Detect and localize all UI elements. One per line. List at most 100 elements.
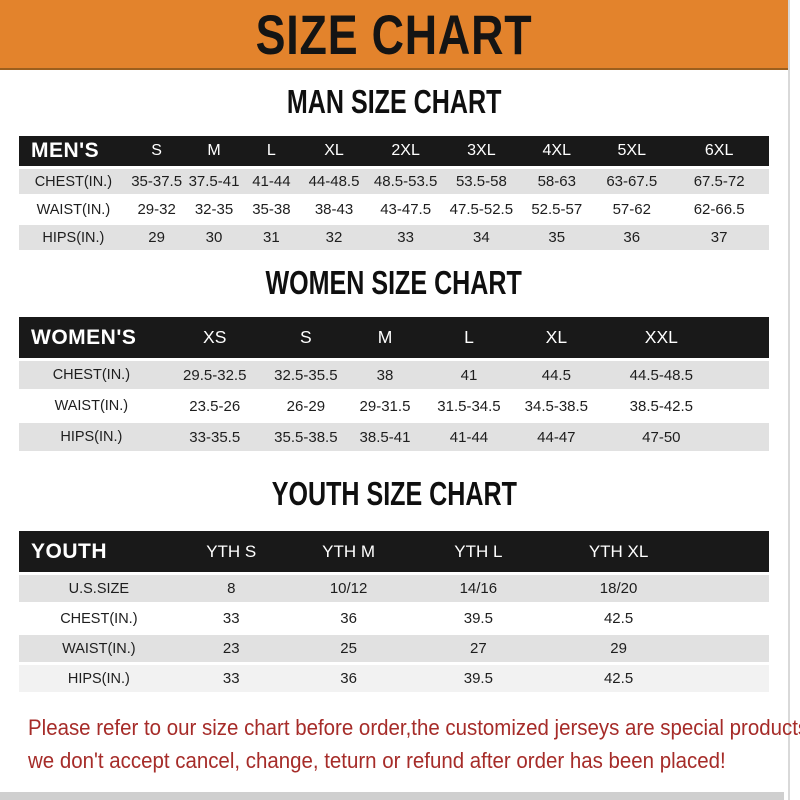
table-cell: 38.5-42.5 [598, 392, 724, 420]
table-cell: 8 [178, 575, 284, 602]
table-cell: 43-47.5 [367, 197, 444, 222]
youth-heading-text: YOUTH SIZE CHART [271, 475, 517, 512]
column-header: YTH M [283, 531, 414, 572]
youth-section-heading: YOUTH SIZE CHART [0, 475, 788, 513]
youth-size-table: YOUTH YTH S YTH M YTH L YTH XL U.S.SIZE … [19, 528, 769, 695]
table-cell: 25 [283, 635, 414, 662]
table-cell: 10/12 [283, 575, 414, 602]
table-row: WAIST(IN.) 23 25 27 29 [19, 635, 769, 662]
column-header: YTH S [178, 531, 284, 572]
table-cell: 36 [594, 225, 670, 250]
table-cell: 34 [443, 225, 520, 250]
column-header: XL [513, 317, 599, 358]
column-header: YTH L [413, 531, 544, 572]
table-cell: 34.5-38.5 [513, 392, 599, 420]
disclaimer-line-1: Please refer to our size chart before or… [28, 715, 800, 740]
column-header: 4XL [519, 136, 595, 166]
table-cell: 58-63 [519, 169, 595, 194]
table-cell: 37.5-41 [185, 169, 243, 194]
table-cell: 33 [178, 605, 284, 632]
column-header: L [423, 317, 514, 358]
table-cell: 29.5-32.5 [163, 361, 266, 389]
bottom-edge-strip [0, 792, 784, 800]
table-cell: 23.5-26 [163, 392, 266, 420]
table-cell: 26-29 [265, 392, 346, 420]
table-cell: 52.5-57 [519, 197, 595, 222]
table-cell: 29-31.5 [345, 392, 424, 420]
table-cell: 38.5-41 [345, 423, 424, 451]
table-cell: 47.5-52.5 [443, 197, 520, 222]
disclaimer-line-2: we don't accept cancel, change, teturn o… [28, 748, 726, 773]
disclaimer: Please refer to our size chart before or… [28, 711, 800, 777]
table-cell: 33 [367, 225, 444, 250]
column-header: M [345, 317, 424, 358]
table-cell: 36 [283, 665, 414, 692]
column-header: YTH XL [543, 531, 694, 572]
column-header: XL [300, 136, 368, 166]
table-cell: 31.5-34.5 [423, 392, 514, 420]
row-label: WAIST(IN.) [19, 392, 164, 420]
table-cell: 63-67.5 [594, 169, 670, 194]
women-size-table: WOMEN'S XS S M L XL XXL CHEST(IN.) 29.5-… [19, 314, 769, 454]
table-header-row: MEN'S S M L XL 2XL 3XL 4XL 5XL 6XL [19, 136, 769, 166]
table-cell: 18/20 [543, 575, 694, 602]
column-header: 6XL [669, 136, 769, 166]
table-cell: 35-38 [242, 197, 301, 222]
column-header: YOUTH [19, 531, 179, 572]
filler-cell [723, 392, 769, 420]
table-cell: 44.5 [513, 361, 599, 389]
table-cell: 41-44 [423, 423, 514, 451]
filler-cell [693, 665, 769, 692]
table-cell: 33-35.5 [163, 423, 266, 451]
men-heading-text: MAN SIZE CHART [286, 83, 502, 120]
table-cell: 31 [242, 225, 301, 250]
table-row: WAIST(IN.) 29-32 32-35 35-38 38-43 43-47… [19, 197, 769, 222]
table-cell: 35.5-38.5 [265, 423, 346, 451]
column-header: XS [163, 317, 266, 358]
table-cell: 48.5-53.5 [367, 169, 444, 194]
row-label: HIPS(IN.) [19, 225, 128, 250]
women-heading-text: WOMEN SIZE CHART [265, 264, 523, 301]
column-header: L [242, 136, 301, 166]
column-header: 3XL [443, 136, 520, 166]
table-cell: 32.5-35.5 [265, 361, 346, 389]
size-chart-banner: SIZE CHART [0, 0, 788, 70]
row-label: WAIST(IN.) [19, 635, 179, 662]
row-label: HIPS(IN.) [19, 665, 179, 692]
column-header: S [127, 136, 186, 166]
table-row: CHEST(IN.) 29.5-32.5 32.5-35.5 38 41 44.… [19, 361, 769, 389]
table-header-row: WOMEN'S XS S M L XL XXL [19, 317, 769, 358]
table-cell: 23 [178, 635, 284, 662]
table-cell: 41 [423, 361, 514, 389]
table-header-row: YOUTH YTH S YTH M YTH L YTH XL [19, 531, 769, 572]
row-label: CHEST(IN.) [19, 605, 179, 632]
table-row: U.S.SIZE 8 10/12 14/16 18/20 [19, 575, 769, 602]
filler-cell [723, 361, 769, 389]
table-cell: 44-47 [513, 423, 599, 451]
table-cell: 42.5 [543, 665, 694, 692]
table-row: HIPS(IN.) 33 36 39.5 42.5 [19, 665, 769, 692]
table-cell: 33 [178, 665, 284, 692]
table-cell: 35-37.5 [127, 169, 186, 194]
column-header: 5XL [594, 136, 670, 166]
column-header: 2XL [367, 136, 444, 166]
filler-cell [693, 575, 769, 602]
row-label: HIPS(IN.) [19, 423, 164, 451]
table-cell: 35 [519, 225, 595, 250]
table-cell: 42.5 [543, 605, 694, 632]
filler-cell [723, 423, 769, 451]
table-row: HIPS(IN.) 29 30 31 32 33 34 35 36 37 [19, 225, 769, 250]
men-section-heading: MAN SIZE CHART [0, 83, 788, 121]
women-section-heading: WOMEN SIZE CHART [0, 264, 788, 302]
table-row: CHEST(IN.) 35-37.5 37.5-41 41-44 44-48.5… [19, 169, 769, 194]
table-cell: 41-44 [242, 169, 301, 194]
table-cell: 44.5-48.5 [598, 361, 724, 389]
column-header: WOMEN'S [19, 317, 164, 358]
table-cell: 36 [283, 605, 414, 632]
page-title: SIZE CHART [255, 2, 533, 66]
table-cell: 39.5 [413, 605, 544, 632]
row-label: U.S.SIZE [19, 575, 179, 602]
table-cell: 47-50 [598, 423, 724, 451]
table-cell: 62-66.5 [669, 197, 769, 222]
